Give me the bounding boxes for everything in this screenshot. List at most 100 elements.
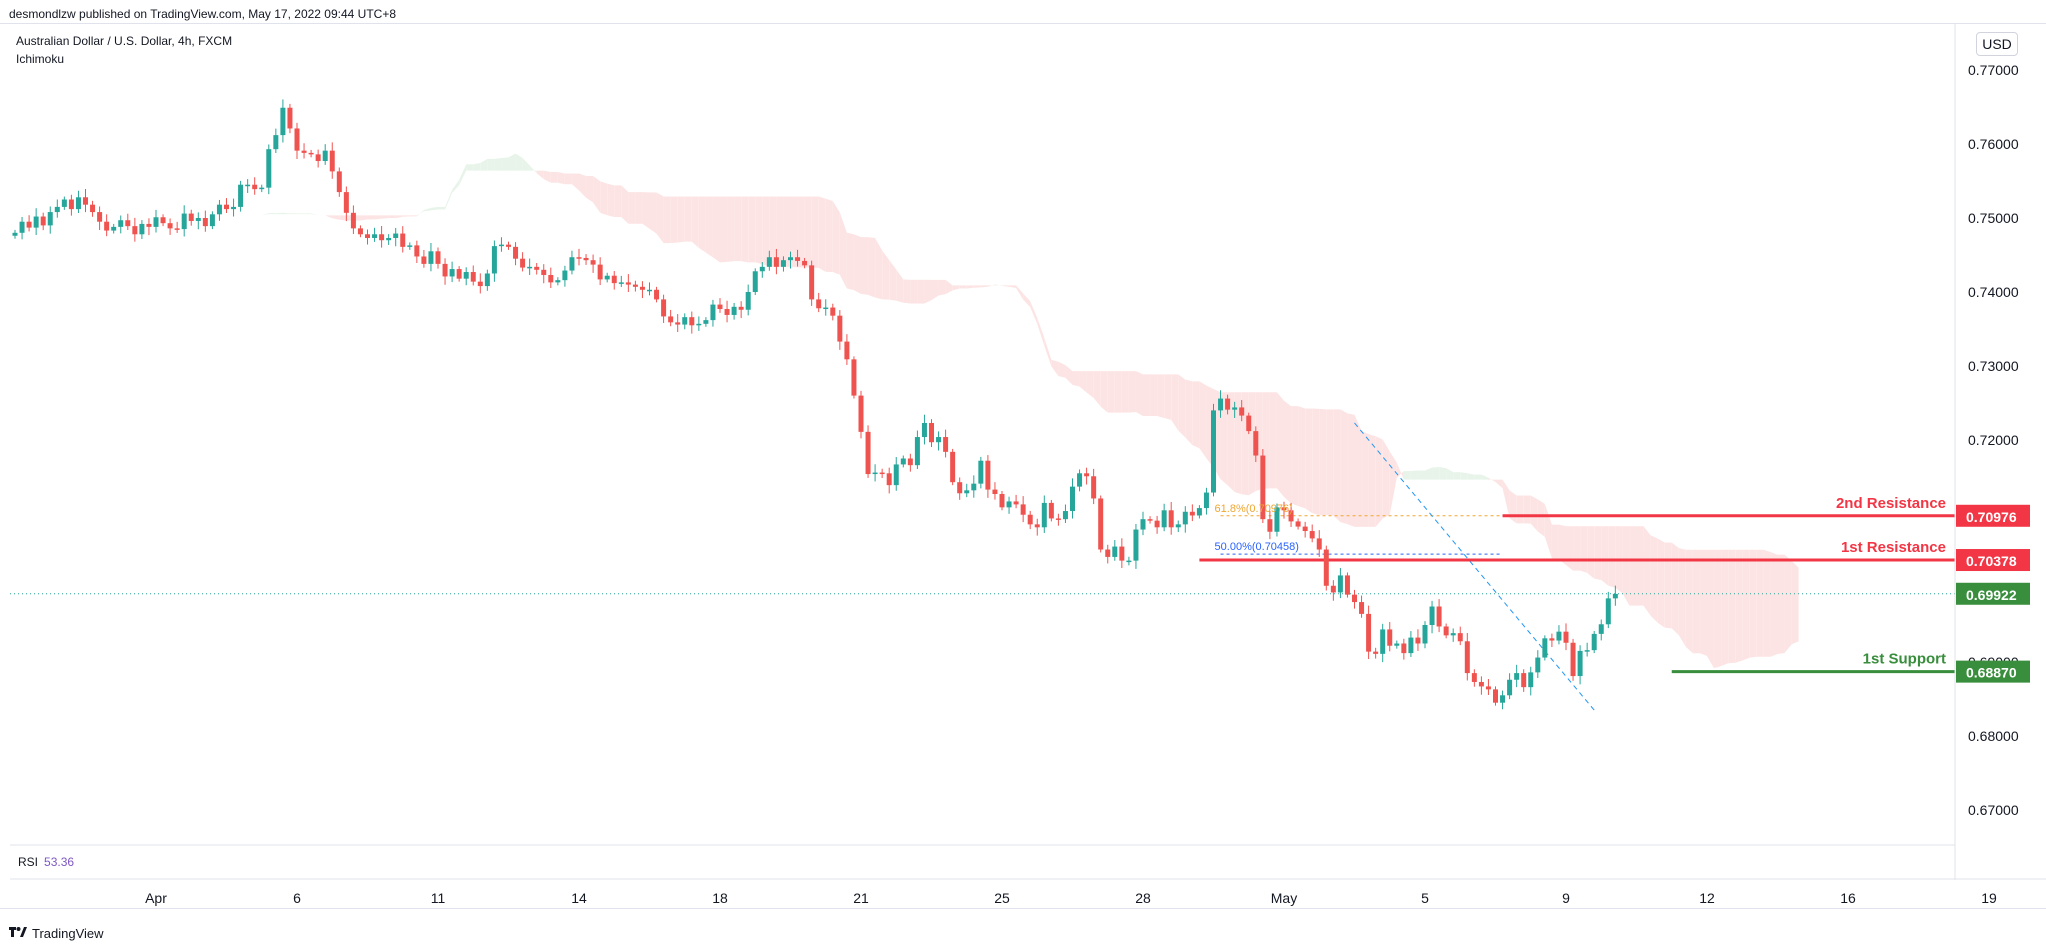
candle-down[interactable] [1387, 622, 1393, 652]
candle-down[interactable] [773, 248, 779, 275]
rsi-legend[interactable]: RSI 53.36 [18, 855, 74, 869]
candle-up[interactable] [12, 229, 18, 239]
candle-up[interactable] [1041, 495, 1047, 533]
candle-down[interactable] [957, 477, 963, 500]
candle-up[interactable] [1542, 635, 1548, 661]
candle-down[interactable] [1570, 638, 1576, 681]
candle-up[interactable] [47, 206, 53, 234]
candle-down[interactable] [844, 334, 850, 365]
candle-up[interactable] [696, 316, 702, 331]
candle-down[interactable] [541, 264, 547, 284]
candle-down[interactable] [724, 300, 730, 323]
candle-down[interactable] [548, 267, 554, 289]
candle-down[interactable] [837, 310, 843, 350]
candle-up[interactable] [1211, 403, 1216, 497]
candle-down[interactable] [1309, 524, 1315, 543]
candle-down[interactable] [125, 213, 131, 230]
candle-up[interactable] [562, 265, 568, 287]
candle-down[interactable] [830, 303, 836, 321]
candle-down[interactable] [336, 167, 342, 197]
candle-down[interactable] [1105, 544, 1111, 564]
candle-up[interactable] [386, 234, 392, 245]
candle-up[interactable] [788, 251, 793, 269]
candle-down[interactable] [174, 221, 180, 233]
candle-down[interactable] [1471, 669, 1477, 687]
candle-down[interactable] [576, 248, 582, 266]
candle-up[interactable] [731, 302, 737, 320]
candle-up[interactable] [428, 243, 434, 272]
candle-down[interactable] [1373, 647, 1379, 659]
fib-trend-line[interactable] [1354, 422, 1595, 711]
candle-up[interactable] [1535, 650, 1541, 678]
candle-up[interactable] [1196, 505, 1202, 519]
candle-up[interactable] [238, 180, 244, 212]
candle-up[interactable] [1218, 390, 1224, 418]
candle-down[interactable] [639, 281, 645, 299]
candle-up[interactable] [407, 242, 413, 250]
candle-up[interactable] [914, 430, 920, 470]
candle-down[interactable] [365, 229, 370, 245]
candle-up[interactable] [195, 212, 201, 230]
candle-down[interactable] [506, 241, 511, 250]
candle-up[interactable] [752, 268, 758, 295]
candle-up[interactable] [280, 99, 286, 143]
candle-down[interactable] [1457, 626, 1463, 646]
candle-up[interactable] [1450, 628, 1456, 642]
candle-up[interactable] [118, 215, 124, 234]
candle-up[interactable] [1203, 487, 1209, 515]
candle-up[interactable] [1429, 600, 1435, 634]
candle-down[interactable] [520, 252, 526, 272]
candle-up[interactable] [1175, 520, 1181, 533]
candle-up[interactable] [498, 237, 504, 252]
candle-up[interactable] [484, 269, 490, 291]
candle-up[interactable] [971, 475, 977, 498]
candle-down[interactable] [40, 212, 46, 231]
candle-down[interactable] [294, 122, 300, 159]
candle-up[interactable] [75, 190, 81, 213]
candle-up[interactable] [569, 250, 575, 275]
candle-down[interactable] [224, 198, 229, 213]
candle-down[interactable] [992, 482, 998, 500]
candle-down[interactable] [1288, 502, 1294, 528]
candle-down[interactable] [738, 301, 744, 319]
candle-up[interactable] [1140, 511, 1146, 536]
candle-up[interactable] [759, 262, 765, 278]
candle-up[interactable] [682, 313, 688, 330]
candle-down[interactable] [343, 186, 349, 222]
candle-up[interactable] [703, 317, 709, 327]
candle-down[interactable] [252, 177, 258, 195]
candle-up[interactable] [1133, 523, 1139, 569]
candle-up[interactable] [491, 240, 497, 282]
candle-down[interactable] [1034, 518, 1040, 536]
candle-down[interactable] [1253, 426, 1259, 463]
candle-down[interactable] [132, 217, 138, 242]
candle-down[interactable] [1013, 494, 1019, 509]
candle-up[interactable] [647, 282, 652, 296]
candle-up[interactable] [1077, 469, 1083, 492]
candle-up[interactable] [153, 209, 159, 233]
candle-up[interactable] [766, 250, 772, 271]
candle-up[interactable] [1380, 623, 1386, 663]
candle-down[interactable] [1225, 394, 1231, 415]
candle-down[interactable] [1478, 676, 1484, 695]
candle-down[interactable] [1091, 468, 1097, 505]
candle-up[interactable] [1274, 503, 1280, 537]
candle-up[interactable] [449, 261, 455, 283]
candle-up[interactable] [1556, 625, 1562, 645]
candle-up[interactable] [1408, 631, 1414, 657]
currency-selector[interactable]: USD [1976, 32, 2018, 56]
candle-down[interactable] [632, 280, 638, 292]
candle-down[interactable] [1316, 530, 1322, 557]
candle-down[interactable] [350, 205, 356, 234]
candle-up[interactable] [54, 199, 60, 218]
candle-down[interactable] [534, 262, 540, 275]
candle-down[interactable] [1239, 400, 1245, 422]
candle-down[interactable] [83, 188, 88, 213]
candle-down[interactable] [858, 390, 864, 439]
candle-up[interactable] [1605, 591, 1611, 629]
candle-up[interactable] [1591, 630, 1597, 654]
candle-down[interactable] [943, 429, 949, 458]
candle-down[interactable] [802, 257, 808, 269]
candle-down[interactable] [611, 270, 617, 290]
